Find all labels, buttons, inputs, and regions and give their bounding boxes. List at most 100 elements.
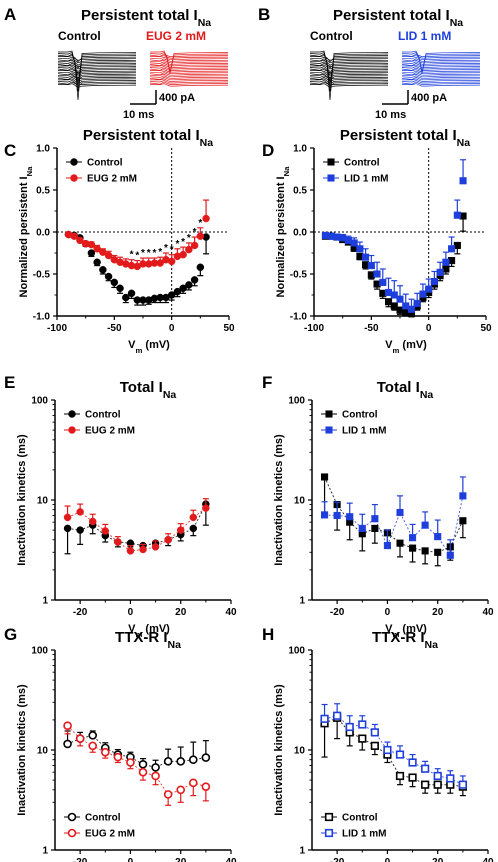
legend-label: Control: [87, 158, 123, 169]
chart-title: Persistent total INa: [83, 127, 213, 149]
legend: Control LID 1 mM: [321, 813, 386, 840]
legend: Control LID 1 mM: [323, 158, 388, 185]
current-trace: [402, 73, 481, 78]
trace-title: Persistent total INa: [333, 7, 463, 29]
drug-trace-family: [149, 50, 229, 87]
x-tick-label: 0: [128, 607, 134, 618]
data-point: [63, 721, 72, 730]
significance-star: *: [130, 250, 134, 261]
y-tick-label: 0.5: [293, 186, 307, 197]
series-treatment: [320, 703, 467, 789]
legend-label: LID 1 mM: [342, 829, 386, 840]
data-point: [421, 521, 429, 529]
x-tick-label: 0: [426, 323, 432, 334]
data-point: [448, 245, 456, 253]
current-trace: [309, 81, 389, 86]
current-trace: [401, 72, 481, 76]
y-axis-label-main: Inactivation kinetics (ms): [16, 434, 28, 566]
x-axis-label: Vm (mV): [128, 339, 170, 355]
data-point: [138, 759, 148, 769]
y-tick-label: -0.5: [33, 270, 51, 281]
series-fit-line: [324, 715, 464, 786]
data-point: [114, 538, 122, 546]
data-point: [413, 299, 421, 307]
chart-title-main: Persistent total I: [340, 127, 457, 144]
data-point: [396, 295, 404, 303]
data-point: [188, 778, 198, 788]
current-trace: [401, 81, 481, 85]
x-axis-unit: (mV): [399, 339, 427, 351]
current-trace: [309, 52, 389, 92]
significance-star: *: [187, 233, 191, 244]
current-trace: [401, 67, 481, 71]
panel-E: E Total INa -20 0 20 40 1 10 100 Vm (mV) Inactivat…: [4, 373, 237, 639]
data-point: [93, 258, 101, 266]
data-point: [459, 517, 467, 525]
data-point: [333, 711, 342, 720]
chart-title-main: Persistent total I: [83, 127, 200, 144]
y-tick-label: 1: [299, 596, 305, 607]
data-point: [436, 268, 444, 276]
data-point: [176, 526, 185, 534]
trace-right-label: LID 1 mM: [398, 29, 451, 43]
data-point: [99, 248, 107, 256]
y-tick-label: 10: [294, 496, 306, 507]
chart-title-sub: Na: [420, 389, 434, 401]
data-point: [196, 263, 205, 272]
significance-star: *: [175, 239, 179, 250]
current-trace: [310, 64, 389, 70]
significance-star: *: [153, 248, 157, 259]
panel-letter: D: [262, 141, 274, 160]
chart-title-sub: Na: [425, 639, 439, 651]
data-point: [362, 253, 370, 261]
legend-label: Control: [85, 410, 121, 421]
current-trace: [58, 64, 137, 70]
legend: Control EUG 2 mM: [64, 410, 135, 437]
chart-title-main: Total I: [120, 379, 163, 396]
series-fit-line: [324, 495, 464, 557]
scale-time-label: 10 ms: [123, 109, 154, 121]
scale-current-label: 400 pA: [159, 92, 195, 104]
current-trace: [149, 72, 229, 76]
scale-bar: 400 pA 10 ms: [123, 90, 195, 121]
x-axis-label: Vm (mV): [385, 623, 427, 639]
data-point: [358, 524, 366, 532]
x-axis-label-sub: m: [393, 630, 400, 639]
current-trace: [402, 64, 481, 68]
current-trace: [149, 53, 229, 57]
y-axis-label-main: Inactivation kinetics (ms): [16, 684, 28, 816]
data-point: [100, 747, 110, 757]
y-tick-label: 100: [31, 646, 48, 657]
data-point: [201, 753, 211, 762]
data-point: [189, 513, 198, 522]
x-axis-label-sub: m: [393, 346, 400, 355]
data-point: [75, 734, 85, 743]
data-point: [185, 281, 193, 289]
current-trace: [402, 69, 481, 73]
legend: Control EUG 2 mM: [66, 158, 137, 185]
data-point: [409, 544, 417, 552]
current-trace: [150, 73, 229, 78]
data-point: [99, 266, 107, 274]
legend: Control LID 1 mM: [321, 410, 386, 437]
data-point: [383, 542, 391, 550]
control-trace-family: [309, 50, 389, 101]
x-tick-label: 40: [225, 607, 237, 618]
data-point: [104, 272, 113, 281]
series-treatment: [321, 476, 467, 559]
significance-star: *: [135, 251, 139, 262]
y-tick-label: -1.0: [290, 312, 308, 323]
current-trace: [149, 80, 229, 84]
chart-title-sub: Na: [163, 389, 177, 401]
x-axis-label: Vm (mV): [385, 339, 427, 355]
y-tick-label: -0.5: [290, 270, 308, 281]
x-axis-unit: (mV): [142, 339, 170, 351]
data-point: [321, 473, 329, 481]
data-point: [459, 492, 467, 500]
data-point: [345, 722, 354, 732]
x-axis-label-sub: m: [136, 346, 143, 355]
data-point: [434, 533, 442, 541]
x-tick-label: 20: [432, 607, 444, 618]
legend-label: Control: [342, 410, 378, 421]
current-trace: [309, 63, 389, 67]
